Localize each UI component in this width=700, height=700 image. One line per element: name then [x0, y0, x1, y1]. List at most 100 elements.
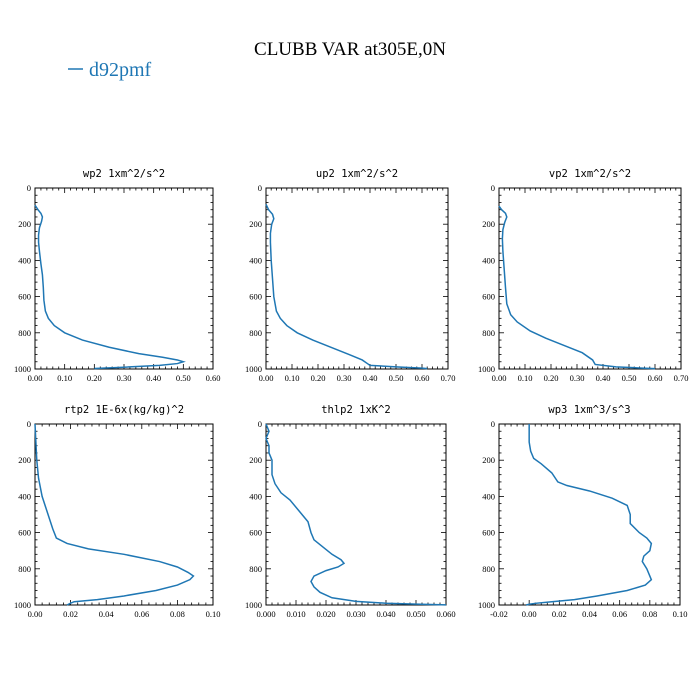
- x-tick-label: 0.70: [674, 373, 689, 383]
- y-tick-label: 200: [249, 455, 262, 465]
- y-tick-label: 0: [27, 419, 31, 429]
- chart-panel: wp2 1xm^2/s^2 0.00 0.10 0.20 0.30 0.40 0.50 0.6…: [14, 168, 220, 383]
- x-tick-label: 0.60: [206, 373, 221, 383]
- plot-frame: [265, 423, 447, 606]
- panel-title: up2 1xm^2/s^2: [316, 168, 398, 180]
- y-tick-label: 0: [27, 183, 31, 193]
- x-tick-label: 0.10: [285, 373, 300, 383]
- y-tick-label: 1000: [14, 600, 31, 610]
- plot-frame: [498, 423, 681, 606]
- plot-frame: [265, 187, 449, 370]
- figure-title: CLUBB VAR at305E,0N: [254, 39, 446, 60]
- y-tick-label: 600: [249, 528, 262, 538]
- x-tick-label: 0.60: [648, 373, 663, 383]
- x-tick-label: 0.20: [87, 373, 102, 383]
- plot-frame: [34, 423, 214, 606]
- y-tick-label: 400: [482, 255, 495, 265]
- chart-panel: vp2 1xm^2/s^2 0.00 0.10 0.20 0.30 0.40 0.50 0.6…: [478, 168, 688, 383]
- y-tick-label: 0: [491, 183, 495, 193]
- x-tick-label: 0.020: [316, 609, 335, 619]
- plot-frame: [498, 187, 682, 370]
- y-tick-label: 800: [249, 328, 262, 338]
- y-tick-label: 200: [249, 219, 262, 229]
- x-tick-label: 0.20: [311, 373, 326, 383]
- x-tick-label: 0.02: [63, 609, 78, 619]
- y-tick-label: 200: [482, 219, 495, 229]
- x-tick-label: 0.40: [363, 373, 378, 383]
- series-line: [525, 424, 653, 606]
- y-tick-label: 800: [482, 564, 495, 574]
- x-tick-label: 0.00: [28, 373, 43, 383]
- series-line: [265, 423, 447, 606]
- x-tick-label: 0.060: [436, 609, 455, 619]
- x-tick-label: 0.00: [492, 373, 507, 383]
- y-tick-label: 1000: [245, 600, 262, 610]
- x-tick-label: 0.040: [376, 609, 395, 619]
- y-tick-label: 600: [249, 292, 262, 302]
- x-tick-label: 0.10: [673, 609, 688, 619]
- x-tick-label: 0.06: [612, 609, 627, 619]
- series-line: [498, 205, 656, 370]
- y-tick-label: 400: [249, 255, 262, 265]
- x-tick-label: 0.20: [544, 373, 559, 383]
- x-tick-label: 0.050: [406, 609, 425, 619]
- y-tick-label: 800: [482, 328, 495, 338]
- series-line: [265, 203, 428, 370]
- panel-title: thlp2 1xK^2: [321, 404, 391, 416]
- x-tick-label: 0.00: [259, 373, 274, 383]
- x-tick-label: 0.08: [170, 609, 185, 619]
- x-tick-label: 0.40: [146, 373, 161, 383]
- y-tick-label: 200: [482, 455, 495, 465]
- chart-panel: wp3 1xm^3/s^3 -0.02 0.00 0.02 0.04 0.06 0.08 0.…: [478, 404, 687, 619]
- x-tick-label: 0.70: [441, 373, 456, 383]
- x-tick-label: 0.30: [117, 373, 132, 383]
- y-tick-label: 600: [482, 528, 495, 538]
- x-tick-label: 0.00: [522, 609, 537, 619]
- y-tick-label: 800: [18, 564, 31, 574]
- y-tick-label: 0: [491, 419, 495, 429]
- panel-title: wp3 1xm^3/s^3: [548, 404, 630, 416]
- y-tick-label: 400: [18, 491, 31, 501]
- legend-series-name: d92pmf: [89, 59, 152, 81]
- y-tick-label: 200: [18, 455, 31, 465]
- panels-container: wp2 1xm^2/s^2 0.00 0.10 0.20 0.30 0.40 0.50 0.6…: [14, 168, 688, 619]
- panel-title: wp2 1xm^2/s^2: [83, 168, 165, 180]
- y-tick-label: 400: [249, 491, 262, 501]
- series-line: [34, 423, 195, 606]
- x-tick-label: -0.02: [490, 609, 508, 619]
- y-tick-label: 800: [18, 328, 31, 338]
- y-tick-label: 800: [249, 564, 262, 574]
- y-tick-label: 600: [482, 292, 495, 302]
- chart-panel: up2 1xm^2/s^2 0.00 0.10 0.20 0.30 0.40 0.50 0.6…: [245, 168, 455, 383]
- x-tick-label: 0.50: [389, 373, 404, 383]
- x-tick-label: 0.04: [99, 609, 115, 619]
- chart-panel: rtp2 1E-6x(kg/kg)^2 0.00 0.02 0.04 0.06 0.08 0…: [14, 404, 220, 619]
- x-tick-label: 0.10: [57, 373, 72, 383]
- panel-title: vp2 1xm^2/s^2: [549, 168, 631, 180]
- y-tick-label: 1000: [14, 364, 31, 374]
- x-tick-label: 0.010: [286, 609, 305, 619]
- y-tick-label: 0: [258, 419, 262, 429]
- x-tick-label: 0.06: [134, 609, 149, 619]
- x-tick-label: 0.000: [256, 609, 275, 619]
- y-tick-label: 400: [18, 255, 31, 265]
- y-tick-label: 600: [18, 528, 31, 538]
- series-line: [34, 204, 186, 370]
- y-tick-label: 400: [482, 491, 495, 501]
- y-tick-label: 600: [18, 292, 31, 302]
- chart-panel: thlp2 1xK^2 0.000 0.010 0.020 0.030 0.040 0.05…: [245, 404, 456, 619]
- panel-title: rtp2 1E-6x(kg/kg)^2: [64, 404, 184, 416]
- y-tick-label: 200: [18, 219, 31, 229]
- x-tick-label: 0.50: [622, 373, 637, 383]
- x-tick-label: 0.30: [570, 373, 585, 383]
- x-tick-label: 0.04: [582, 609, 598, 619]
- x-tick-label: 0.10: [518, 373, 533, 383]
- x-tick-label: 0.50: [176, 373, 191, 383]
- x-tick-label: 0.030: [346, 609, 365, 619]
- y-tick-label: 0: [258, 183, 262, 193]
- plot-frame: [34, 187, 214, 370]
- x-tick-label: 0.40: [596, 373, 611, 383]
- x-tick-label: 0.30: [337, 373, 352, 383]
- x-tick-label: 0.02: [552, 609, 567, 619]
